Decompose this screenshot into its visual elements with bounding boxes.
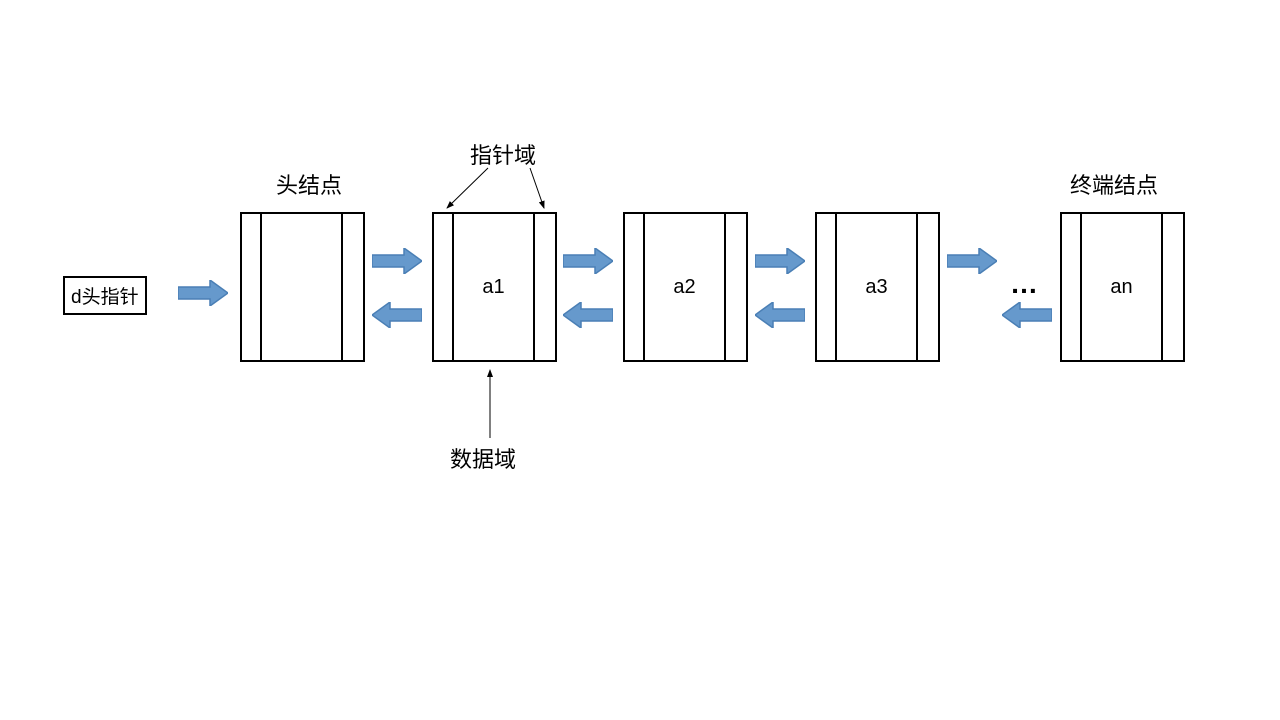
- annotation-arrow-icon: [0, 0, 1280, 720]
